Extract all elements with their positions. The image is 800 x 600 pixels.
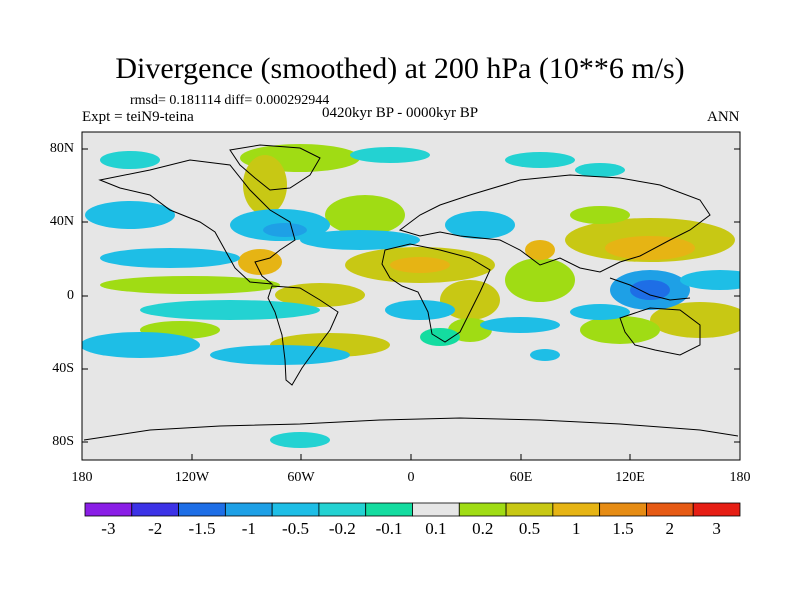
- neg-patch: [350, 147, 430, 163]
- antarctica: [83, 417, 739, 441]
- colorbar-label: 0.1: [425, 519, 447, 538]
- divergence-field: [82, 144, 740, 448]
- colorbar-swatch: [318, 502, 367, 517]
- lon-label: 180: [71, 470, 93, 485]
- colorbar-swatch: [552, 502, 601, 517]
- pos-patch: [325, 195, 405, 235]
- lon-label: 120W: [174, 470, 210, 485]
- neg-patch: [82, 332, 200, 358]
- pos-patch: [275, 283, 365, 307]
- colorbar-label: 1: [572, 519, 581, 538]
- lon-label: 120E: [615, 470, 645, 485]
- greenland: [229, 144, 321, 191]
- experiment-label: Expt = teiN9-teina: [82, 109, 194, 125]
- map-title: Divergence (smoothed) at 200 hPa (10**6 …: [115, 52, 685, 85]
- colorbar-label: -0.2: [328, 519, 356, 538]
- season-label: ANN: [707, 109, 740, 125]
- colorbar-swatch: [271, 502, 320, 517]
- neg-patch: [263, 223, 307, 237]
- neg-patch: [100, 151, 160, 169]
- colorbar-label: 3: [712, 519, 721, 538]
- pos-patch: [570, 206, 630, 224]
- colorbar-label: -1: [241, 519, 256, 538]
- lat-label: 0: [67, 288, 74, 303]
- neg-patch: [270, 432, 330, 448]
- colorbar-swatch: [646, 502, 694, 517]
- pos-patch: [525, 240, 555, 260]
- africa: [381, 243, 491, 343]
- neg-patch: [480, 317, 560, 333]
- maritime-continent: [609, 277, 691, 301]
- pos-patch: [243, 155, 287, 215]
- colorbar-label: -0.1: [375, 519, 403, 538]
- period-label: 0420kyr BP - 0000kyr BP: [322, 105, 479, 121]
- neg-patch: [140, 300, 320, 320]
- neg-patch: [445, 211, 515, 239]
- colorbar-label: 1.5: [612, 519, 634, 538]
- lat-label: 40N: [49, 214, 74, 229]
- colorbar-label: -1.5: [188, 519, 216, 538]
- pos-patch: [238, 249, 282, 275]
- colorbar-swatch: [458, 502, 507, 517]
- colorbar-swatch: [692, 502, 741, 517]
- colorbar-swatch: [412, 502, 460, 517]
- pos-patch: [580, 316, 660, 344]
- pos-patch: [650, 302, 740, 338]
- lat-label: 80N: [49, 141, 74, 156]
- colorbar-swatch: [224, 502, 273, 517]
- lon-label: 180: [729, 470, 751, 485]
- lat-tick-marks: [82, 148, 740, 443]
- colorbar-swatch: [178, 502, 226, 517]
- colorbar-label: -0.5: [282, 519, 309, 538]
- neg-patch: [85, 201, 175, 229]
- pos-patch: [505, 258, 575, 302]
- pos-patch: [605, 236, 695, 260]
- colorbar-swatch: [84, 502, 133, 517]
- neg-patch: [575, 163, 625, 177]
- colorbar: [84, 502, 741, 517]
- south-america: [267, 285, 339, 386]
- eurasia: [398, 174, 711, 273]
- lon-tick-marks: [191, 454, 631, 460]
- pos-patch: [390, 257, 450, 273]
- neg-patch: [570, 304, 630, 320]
- lon-label: 60W: [287, 470, 315, 485]
- colorbar-label: 2: [665, 519, 675, 538]
- colorbar-label: 0.2: [472, 519, 494, 538]
- coastlines: [83, 144, 739, 441]
- colorbar-swatch: [505, 502, 554, 517]
- colorbar-label: -2: [148, 519, 163, 538]
- neg-patch: [530, 349, 560, 361]
- colorbar-swatch: [599, 502, 647, 517]
- neg-patch: [420, 328, 460, 346]
- neg-patch: [100, 248, 240, 268]
- lon-label: 0: [407, 470, 415, 485]
- lon-label: 60E: [509, 470, 533, 485]
- pos-patch: [100, 276, 280, 294]
- neg-patch: [210, 345, 350, 365]
- neg-patch: [680, 270, 740, 290]
- neg-patch: [630, 280, 670, 300]
- neg-patch: [385, 300, 455, 320]
- colorbar-label: -3: [101, 519, 116, 538]
- lat-label: 80S: [52, 434, 74, 449]
- neg-patch: [300, 230, 420, 250]
- colorbar-swatch: [365, 502, 413, 517]
- stats-line: rmsd= 0.181114 diff= 0.000292944: [130, 93, 330, 108]
- australia: [619, 307, 701, 356]
- neg-patch: [505, 152, 575, 168]
- lat-label: 40S: [52, 361, 74, 376]
- north-america: [98, 159, 296, 285]
- colorbar-swatch: [131, 502, 179, 517]
- colorbar-label: 0.5: [518, 519, 541, 538]
